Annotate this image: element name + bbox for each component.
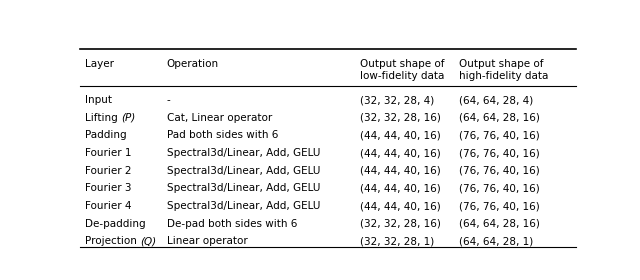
Text: (76, 76, 40, 16): (76, 76, 40, 16) [460,183,540,193]
Text: (32, 32, 28, 1): (32, 32, 28, 1) [360,237,435,246]
Text: (44, 44, 40, 16): (44, 44, 40, 16) [360,148,441,158]
Text: Spectral3d/Linear, Add, GELU: Spectral3d/Linear, Add, GELU [167,148,320,158]
Text: (44, 44, 40, 16): (44, 44, 40, 16) [360,166,441,176]
Text: Padding: Padding [85,130,127,140]
Text: (76, 76, 40, 16): (76, 76, 40, 16) [460,201,540,211]
Text: (32, 32, 28, 16): (32, 32, 28, 16) [360,219,441,229]
Text: De-pad both sides with 6: De-pad both sides with 6 [167,219,297,229]
Text: Lifting: Lifting [85,113,121,123]
Text: (76, 76, 40, 16): (76, 76, 40, 16) [460,166,540,176]
Text: (76, 76, 40, 16): (76, 76, 40, 16) [460,130,540,140]
Text: Fourier 3: Fourier 3 [85,183,131,193]
Text: Cat, Linear operator: Cat, Linear operator [167,113,272,123]
Text: Output shape of
high-fidelity data: Output shape of high-fidelity data [460,59,549,81]
Text: Layer: Layer [85,59,114,69]
Text: Fourier 4: Fourier 4 [85,201,131,211]
Text: (P): (P) [121,113,135,123]
Text: (64, 64, 28, 4): (64, 64, 28, 4) [460,95,534,105]
Text: Fourier 1: Fourier 1 [85,148,131,158]
Text: Spectral3d/Linear, Add, GELU: Spectral3d/Linear, Add, GELU [167,183,320,193]
Text: Spectral3d/Linear, Add, GELU: Spectral3d/Linear, Add, GELU [167,201,320,211]
Text: (64, 64, 28, 1): (64, 64, 28, 1) [460,237,534,246]
Text: (64, 64, 28, 16): (64, 64, 28, 16) [460,113,540,123]
Text: Fourier 2: Fourier 2 [85,166,131,176]
Text: (44, 44, 40, 16): (44, 44, 40, 16) [360,201,441,211]
Text: (64, 64, 28, 16): (64, 64, 28, 16) [460,219,540,229]
Text: Projection: Projection [85,237,140,246]
Text: Operation: Operation [167,59,219,69]
Text: (44, 44, 40, 16): (44, 44, 40, 16) [360,183,441,193]
Text: Output shape of
low-fidelity data: Output shape of low-fidelity data [360,59,445,81]
Text: Input: Input [85,95,112,105]
Text: (32, 32, 28, 16): (32, 32, 28, 16) [360,113,441,123]
Text: (Q): (Q) [140,237,156,246]
Text: Linear operator: Linear operator [167,237,248,246]
Text: (44, 44, 40, 16): (44, 44, 40, 16) [360,130,441,140]
Text: -: - [167,95,170,105]
Text: De-padding: De-padding [85,219,145,229]
Text: Pad both sides with 6: Pad both sides with 6 [167,130,278,140]
Text: Spectral3d/Linear, Add, GELU: Spectral3d/Linear, Add, GELU [167,166,320,176]
Text: (76, 76, 40, 16): (76, 76, 40, 16) [460,148,540,158]
Text: (32, 32, 28, 4): (32, 32, 28, 4) [360,95,435,105]
